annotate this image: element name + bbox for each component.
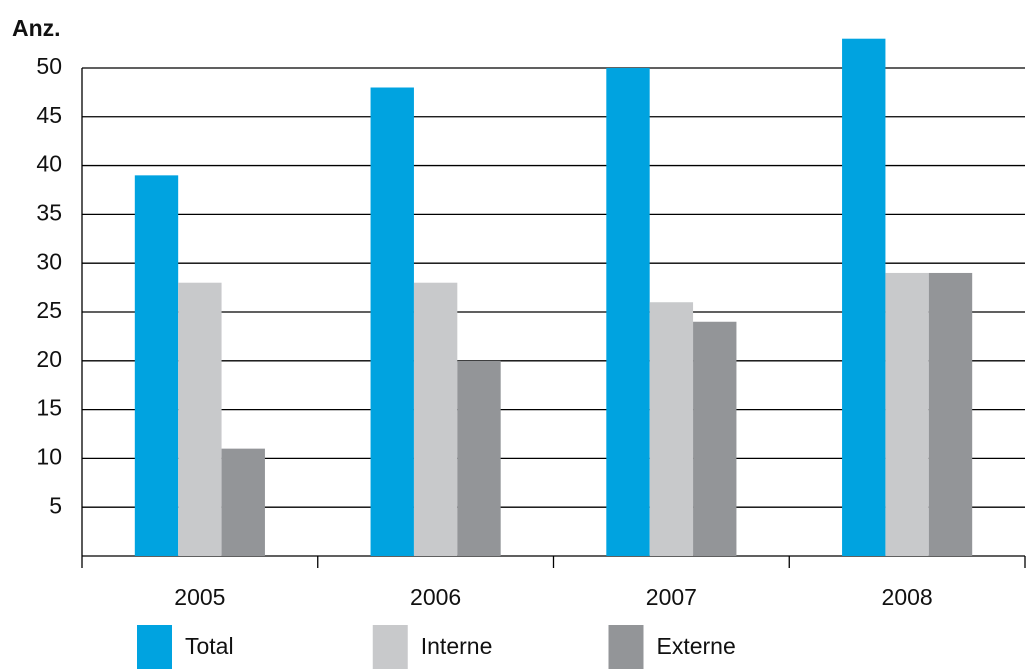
legend-swatch — [137, 625, 172, 669]
legend-label: Interne — [421, 633, 493, 659]
y-tick-label: 15 — [36, 395, 62, 421]
x-tick-label: 2007 — [646, 584, 697, 610]
bar — [842, 38, 886, 556]
x-tick-label: 2008 — [882, 584, 933, 610]
bar — [606, 67, 650, 556]
bar — [413, 282, 458, 556]
bar — [457, 360, 501, 556]
y-tick-label: 40 — [36, 151, 62, 177]
y-tick-label: 10 — [36, 443, 62, 469]
bar — [928, 272, 973, 556]
legend-swatch — [372, 625, 408, 669]
y-tick-label: 45 — [36, 102, 62, 128]
legend-label: Externe — [657, 633, 736, 659]
bar — [134, 175, 179, 556]
y-tick-label: 50 — [36, 53, 62, 79]
x-tick-label: 2006 — [410, 584, 461, 610]
bar — [178, 282, 222, 556]
y-tick-label: 35 — [36, 199, 62, 225]
bar — [221, 448, 265, 556]
y-tick-label: 5 — [49, 492, 62, 518]
bar — [885, 272, 929, 556]
legend-label: Total — [185, 633, 234, 659]
y-tick-label: 20 — [36, 346, 62, 372]
bar — [693, 321, 737, 556]
y-tick-label: 30 — [36, 248, 62, 274]
bar — [370, 87, 414, 556]
y-tick-label: 25 — [36, 297, 62, 323]
legend-swatch — [608, 625, 644, 669]
bar — [649, 302, 694, 556]
x-tick-label: 2005 — [174, 584, 225, 610]
chart-title: Anz. — [12, 15, 61, 41]
